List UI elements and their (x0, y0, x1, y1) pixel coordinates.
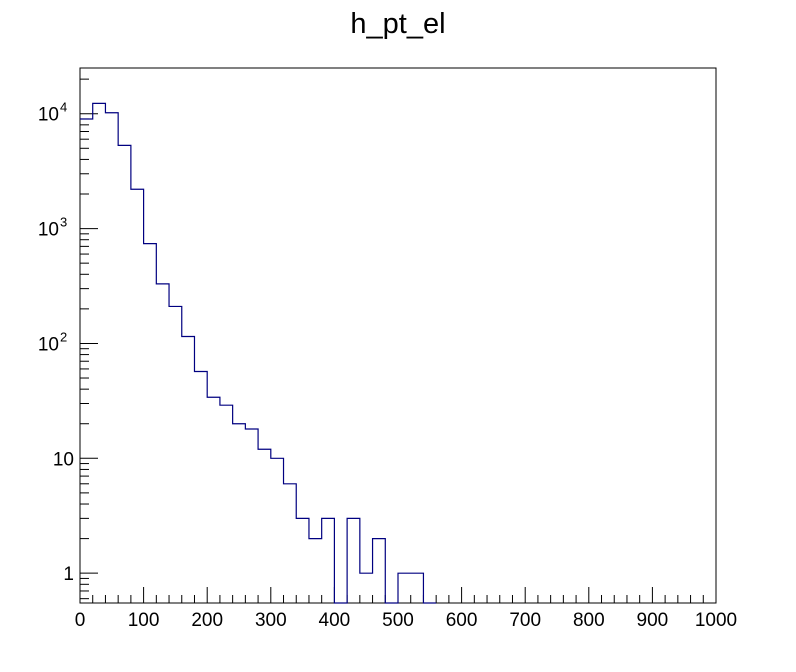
x-tick-label: 700 (509, 610, 541, 631)
x-axis: 0 100 200 300 400 500 600 700 800 900 1000 (75, 587, 737, 631)
y-tick-label: 10 4 (38, 100, 67, 126)
y-tick-label: 10 3 (38, 215, 67, 241)
x-tick-label: 400 (319, 610, 351, 631)
x-tick-label: 600 (446, 610, 478, 631)
x-tick-label: 300 (255, 610, 287, 631)
x-tick-label: 800 (573, 610, 605, 631)
x-tick-label: 0 (75, 610, 86, 631)
y-tick-exponent: 4 (60, 100, 67, 115)
chart-title: h_pt_el (350, 8, 445, 40)
y-tick-base: 1 (63, 564, 74, 585)
y-tick-label: 10 2 (38, 329, 67, 355)
plot-frame (79, 67, 717, 604)
y-tick-exponent: 2 (60, 329, 67, 344)
x-tick-label: 100 (128, 610, 160, 631)
y-tick-label: 10 (53, 449, 74, 470)
x-tick-label: 1000 (695, 610, 737, 631)
y-tick-base: 10 (38, 220, 59, 241)
y-tick-base: 10 (38, 105, 59, 126)
y-tick-exponent: 3 (60, 215, 67, 230)
x-tick-label: 500 (382, 610, 414, 631)
y-tick-base: 10 (38, 334, 59, 355)
x-tick-label: 900 (637, 610, 669, 631)
y-tick-base: 10 (53, 449, 74, 470)
x-tick-label: 200 (191, 610, 223, 631)
histogram-series (80, 102, 437, 604)
y-tick-label: 1 (63, 564, 74, 585)
